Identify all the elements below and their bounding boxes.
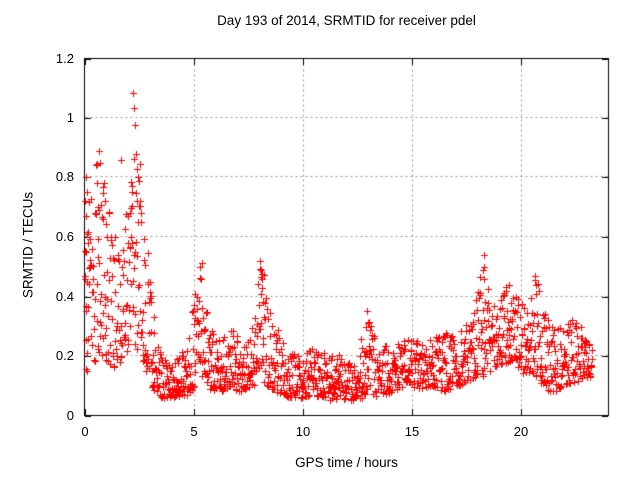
y-tick-label: 1.2	[55, 51, 74, 66]
x-tick-label: 5	[190, 424, 198, 439]
y-tick-label: 1	[66, 110, 74, 125]
y-axis-label: SRMTID / TECUs	[20, 191, 36, 299]
y-tick-label: 0.8	[55, 169, 74, 184]
y-tick-label: 0.2	[55, 348, 74, 363]
x-tick-label: 0	[81, 424, 89, 439]
x-tick-label: 10	[295, 424, 311, 439]
y-tick-label: 0.4	[55, 289, 74, 304]
x-tick-label: 20	[513, 424, 529, 439]
chart-title: Day 193 of 2014, SRMTID for receiver pde…	[217, 13, 476, 28]
y-tick-label: 0.6	[55, 229, 74, 244]
x-axis-label: GPS time / hours	[295, 455, 398, 470]
x-tick-label: 15	[404, 424, 420, 439]
y-tick-label: 0	[66, 408, 74, 423]
